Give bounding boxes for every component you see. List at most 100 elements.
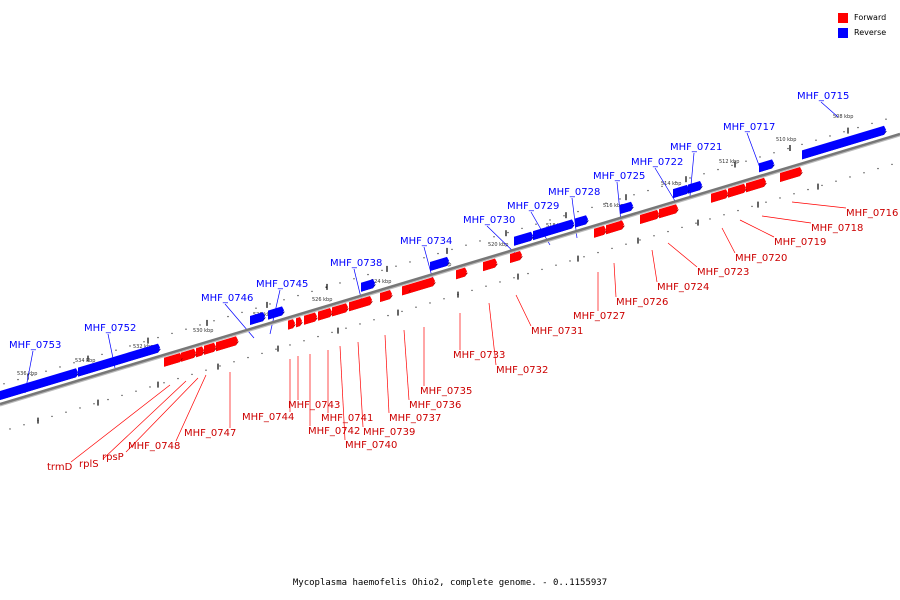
guide-dot — [871, 122, 873, 125]
reverse-gene-MHF_0717 — [759, 159, 774, 173]
gene-label-MHF_0745: MHF_0745 — [256, 279, 308, 290]
connector-MHF_0726 — [613, 262, 617, 298]
guide-dot — [471, 289, 473, 292]
connector-trmD — [70, 384, 171, 463]
reverse-gene-MHF_0722 — [673, 184, 689, 199]
guide-dot — [835, 180, 837, 182]
scale-tick-label: 526 kbp — [312, 297, 332, 303]
guide-dot — [661, 185, 663, 188]
gene-label-MHF_0720: MHF_0720 — [735, 253, 787, 264]
guide-dot — [675, 181, 677, 183]
guide-dot — [219, 365, 221, 367]
guide-dot — [65, 411, 67, 413]
guide-dot — [79, 407, 81, 409]
guide-dot — [611, 247, 613, 250]
guide-dot — [563, 215, 565, 217]
guide-dot — [311, 290, 313, 293]
connector-MHF_0732 — [488, 302, 497, 366]
guide-dot — [597, 251, 599, 254]
guide-dot — [745, 160, 747, 162]
forward-gene-MHF_0726 — [606, 220, 624, 235]
forward-gene-MHF_0718 — [746, 177, 766, 193]
scale-tick-label: 536 kbp — [17, 371, 37, 377]
guide-dot — [667, 230, 669, 233]
gene-label-MHF_0728: MHF_0728 — [548, 187, 600, 198]
guide-dot — [535, 223, 537, 225]
guide-dot — [807, 188, 809, 191]
gene-label-MHF_0715: MHF_0715 — [797, 91, 849, 102]
scale-tick-label: 524 kbp — [371, 279, 391, 285]
forward-gene-MHF_0735 — [408, 277, 435, 294]
gene-label-MHF_0722: MHF_0722 — [631, 157, 683, 168]
gene-label-MHF_0736: MHF_0736 — [409, 400, 461, 411]
reverse-gene-MHF_0752 — [78, 343, 160, 377]
guide-dot — [801, 143, 803, 146]
forward-gene-MHF_0748 — [204, 342, 216, 355]
guide-dot — [227, 315, 229, 318]
forward-gene-MHF_0747 — [216, 336, 238, 352]
gene-label-MHF_0727: MHF_0727 — [573, 311, 625, 322]
guide-dot — [345, 327, 347, 329]
genome-backbone — [0, 132, 900, 407]
guide-dot — [339, 282, 341, 284]
guide-dot — [143, 341, 145, 343]
guide-dot — [513, 277, 515, 279]
guide-dot — [423, 257, 425, 259]
gene-label-MHF_0731: MHF_0731 — [531, 326, 583, 337]
forward-gene-MHF_0731 — [510, 251, 522, 263]
guide-dot — [521, 227, 523, 230]
connector-MHF_0715 — [820, 101, 839, 118]
forward-gene-rplS — [181, 348, 196, 362]
guide-dot — [171, 332, 173, 335]
guide-dot — [709, 218, 711, 220]
guide-dot — [233, 361, 235, 363]
forward-gene-MHF_0742 — [304, 312, 317, 325]
gene-label-MHF_0753: MHF_0753 — [9, 340, 61, 351]
reverse-gene-MHF_0730 — [514, 231, 533, 246]
scale-tick-label: 532 kbp — [133, 344, 153, 350]
gene-label-MHF_0729: MHF_0729 — [507, 201, 559, 212]
guide-dot — [605, 202, 607, 204]
guide-dot — [821, 184, 823, 187]
guide-dot — [583, 256, 585, 258]
guide-dot — [689, 177, 691, 179]
legend-item-reverse: Reverse — [838, 25, 886, 40]
guide-dot — [653, 235, 655, 237]
guide-dot — [177, 377, 179, 380]
reverse-swatch — [838, 27, 848, 38]
scale-tick-label: 534 kbp — [75, 358, 95, 364]
connector-MHF_0725 — [616, 181, 622, 223]
guide-dot — [101, 353, 103, 356]
guide-dot — [185, 328, 187, 330]
guide-dot — [891, 163, 893, 166]
guide-dot — [373, 319, 375, 321]
guide-dot — [555, 264, 557, 266]
guide-dot — [829, 135, 831, 137]
guide-dot — [213, 320, 215, 322]
guide-dot — [73, 362, 75, 364]
gene-label-MHF_0726: MHF_0726 — [616, 297, 668, 308]
forward-gene-MHF_0737 — [380, 290, 392, 302]
connector-rpsP — [125, 377, 199, 453]
guide-dot — [499, 281, 501, 283]
guide-dot — [633, 194, 635, 196]
guide-dot — [135, 390, 137, 392]
guide-dot — [115, 349, 117, 351]
guide-dot — [765, 201, 767, 203]
guide-dot — [23, 424, 25, 426]
guide-dot — [863, 172, 865, 174]
scale-tick-label: 508 kbp — [833, 114, 853, 120]
forward-gene-trmD — [164, 353, 182, 367]
guide-dot — [289, 344, 291, 346]
gene-label-MHF_0739: MHF_0739 — [363, 427, 415, 438]
reverse-gene-MHF_0729 — [533, 219, 574, 241]
guide-dot — [465, 244, 467, 246]
guide-dot — [639, 239, 641, 241]
legend-label-reverse: Reverse — [854, 28, 887, 37]
guide-dot — [93, 403, 95, 405]
connector-MHF_0724 — [651, 249, 658, 283]
guide-dot — [443, 298, 445, 300]
gene-label-MHF_0740: MHF_0740 — [345, 440, 397, 451]
gene-label-MHF_0718: MHF_0718 — [811, 223, 863, 234]
